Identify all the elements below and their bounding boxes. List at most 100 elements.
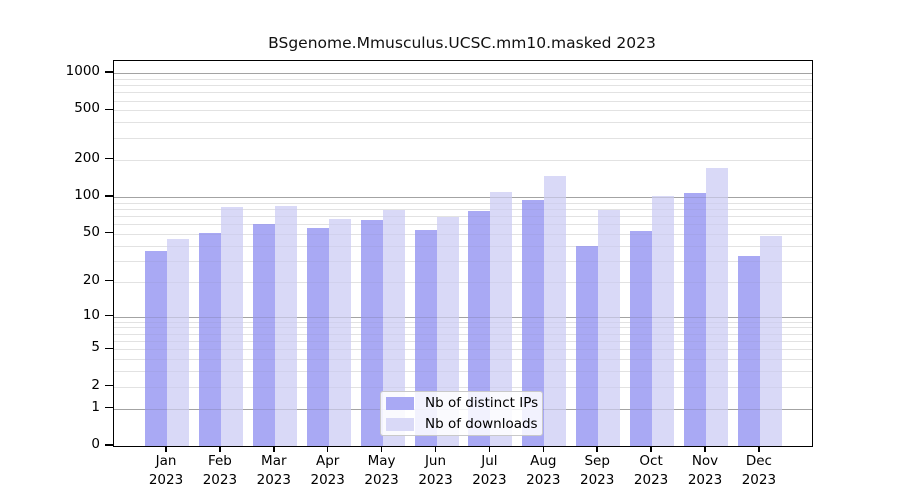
y-tick-label-50: 50 — [82, 223, 100, 240]
gridline-overlay-900 — [114, 78, 812, 80]
gridline-30 — [114, 260, 812, 262]
y-tick-label-10: 10 — [82, 306, 100, 323]
bar-downloads-jan — [167, 239, 189, 446]
x-tick-label-nov: Nov 2023 — [675, 452, 735, 490]
x-tick-mar — [273, 446, 275, 452]
x-tick-label-jul: Jul 2023 — [459, 452, 519, 490]
bar-downloads-dec — [759, 235, 782, 446]
gridline-600 — [114, 100, 812, 102]
legend-swatch-downloads — [386, 417, 414, 431]
year-label: 2023 — [148, 472, 184, 488]
gridline-overlay-60 — [114, 224, 812, 226]
y-tick-label-200: 200 — [74, 149, 100, 166]
x-tick-apr — [326, 446, 329, 452]
gridline-overlay-800 — [114, 85, 812, 87]
y-tick-50 — [105, 231, 113, 234]
x-tick-label-may: May 2023 — [352, 452, 412, 490]
gridline-overlay-100 — [114, 196, 812, 198]
gridline-overlay-600 — [114, 100, 812, 102]
x-tick-feb — [219, 446, 221, 452]
bar-downloads-mar — [274, 206, 297, 446]
y-tick-label-20: 20 — [82, 271, 100, 288]
gridline-90 — [114, 202, 812, 204]
gridline-20 — [114, 281, 812, 283]
year-label: 2023 — [472, 472, 507, 488]
year-label: 2023 — [364, 472, 399, 488]
legend-label-downloads: Nb of downloads — [425, 416, 538, 432]
gridline-overlay-80 — [114, 208, 812, 210]
gridline-1000 — [114, 73, 812, 74]
y-tick-label-1000: 1000 — [65, 63, 100, 79]
y-tick-label-1: 1 — [91, 398, 100, 415]
y-tick-label-2: 2 — [91, 376, 100, 393]
gridline-9 — [114, 321, 812, 323]
bar-distinct-ips-sep — [576, 245, 599, 446]
gridline-overlay-9 — [114, 321, 812, 323]
bar-distinct-ips-nov — [684, 192, 706, 446]
gridline-overlay-20 — [114, 281, 812, 283]
gridline-overlay-40 — [114, 245, 812, 247]
chart-title: BSgenome.Mmusculus.UCSC.mm10.masked 2023 — [268, 34, 656, 52]
year-label: 2023 — [687, 472, 723, 488]
gridline-7 — [114, 333, 812, 335]
x-tick-label-aug: Aug 2023 — [513, 452, 573, 490]
gridline-overlay-1000 — [114, 73, 812, 74]
month-label: Jun — [424, 453, 447, 469]
bar-downloads-apr — [328, 219, 351, 446]
bar-downloads-oct — [652, 195, 675, 446]
bar-distinct-ips-feb — [198, 232, 221, 446]
legend-swatch-distinct-ips — [386, 396, 414, 410]
bar-distinct-ips-may — [360, 219, 383, 446]
y-tick-5 — [105, 347, 113, 350]
gridline-overlay-3 — [114, 371, 812, 373]
gridline-200 — [114, 159, 812, 161]
month-label: May — [367, 453, 396, 469]
gridline-overlay-300 — [114, 137, 812, 139]
gridline-overlay-500 — [114, 110, 812, 112]
y-tick-100 — [105, 195, 113, 197]
y-tick-20 — [105, 279, 113, 282]
gridline-2 — [114, 386, 812, 388]
legend-item-downloads: Nb of downloads — [386, 416, 538, 432]
y-tick-1000 — [105, 71, 113, 73]
year-label: 2023 — [526, 472, 561, 488]
y-tick-200 — [105, 157, 113, 160]
gridline-overlay-4 — [114, 359, 812, 361]
gridline-overlay-70 — [114, 215, 812, 217]
bar-downloads-jul — [490, 191, 513, 446]
bar-distinct-ips-jan — [145, 251, 167, 446]
y-tick-1 — [105, 406, 113, 409]
legend: Nb of distinct IPs Nb of downloads — [380, 391, 543, 436]
month-label: Mar — [261, 453, 287, 469]
x-tick-nov — [704, 446, 706, 452]
month-label: Feb — [207, 453, 232, 469]
x-tick-dec — [758, 446, 760, 452]
y-tick-label-0: 0 — [91, 436, 100, 452]
gridline-400 — [114, 122, 812, 124]
year-label: 2023 — [580, 472, 615, 488]
gridline-3 — [114, 371, 812, 373]
gridline-6 — [114, 341, 812, 342]
year-label: 2023 — [633, 472, 669, 488]
gridline-overlay-400 — [114, 122, 812, 124]
x-tick-label-dec: Dec 2023 — [729, 452, 789, 490]
x-tick-aug — [542, 446, 545, 452]
bar-distinct-ips-apr — [306, 227, 329, 446]
bar-downloads-aug — [544, 176, 567, 446]
bar-downloads-may — [382, 210, 405, 446]
x-tick-label-oct: Oct 2023 — [621, 452, 681, 490]
gridline-overlay-5 — [114, 349, 812, 351]
gridline-60 — [114, 224, 812, 226]
year-label: 2023 — [202, 472, 238, 488]
x-tick-label-sep: Sep 2023 — [567, 452, 627, 490]
gridline-800 — [114, 85, 812, 87]
bar-distinct-ips-mar — [252, 224, 275, 446]
y-tick-label-100: 100 — [74, 186, 100, 203]
bar-downloads-nov — [706, 167, 728, 446]
gridline-overlay-700 — [114, 92, 812, 94]
gridline-overlay-50 — [114, 233, 812, 235]
gridline-900 — [114, 78, 812, 80]
year-label: 2023 — [256, 472, 291, 488]
gridline-8 — [114, 327, 812, 329]
year-label: 2023 — [418, 472, 453, 488]
